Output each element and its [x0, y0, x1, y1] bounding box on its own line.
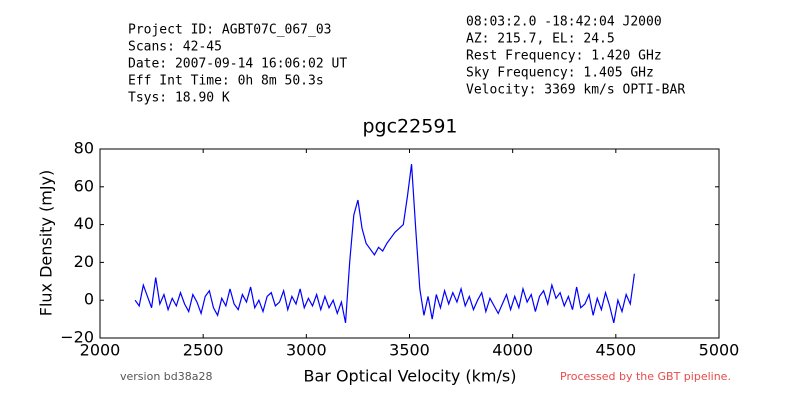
- info-line: Date: 2007-09-14 16:06:02 UT: [128, 57, 347, 72]
- info-line: AZ: 215.7, EL: 24.5: [466, 32, 615, 47]
- info-line: 08:03:2.0 -18:42:04 J2000: [466, 15, 662, 30]
- info-line: Sky Frequency: 1.405 GHz: [466, 66, 654, 81]
- plot-frame: [99, 148, 720, 339]
- x-tick-label: 2500: [183, 341, 224, 360]
- y-tick-label: 0: [84, 290, 94, 309]
- x-tick-label: 3000: [286, 341, 327, 360]
- credit: Processed by the GBT pipeline.: [560, 370, 731, 383]
- chart-title: pgc22591: [362, 116, 457, 138]
- y-tick-label: −20: [60, 328, 94, 347]
- x-tick-label: 3500: [389, 341, 430, 360]
- info-line: Eff Int Time: 0h 8m 50.3s: [128, 74, 324, 89]
- y-tick-label: 80: [74, 139, 94, 158]
- x-tick-label: 2000: [80, 341, 121, 360]
- x-tick-label: 5000: [699, 341, 740, 360]
- x-axis-label: Bar Optical Velocity (km/s): [304, 367, 517, 386]
- version: version bd38a28: [120, 370, 213, 383]
- y-axis-label: Flux Density (mJy): [37, 170, 56, 317]
- info-line: Rest Frequency: 1.420 GHz: [466, 49, 662, 64]
- x-tick-label: 4000: [492, 341, 533, 360]
- info-line: Tsys: 18.90 K: [128, 91, 230, 106]
- y-tick-label: 40: [74, 214, 94, 233]
- info-line: Velocity: 3369 km/s OPTI-BAR: [466, 83, 685, 98]
- info-line: Scans: 42-45: [128, 40, 222, 55]
- spectrum-line: [134, 164, 635, 324]
- x-tick-label: 4500: [595, 341, 636, 360]
- y-tick-label: 20: [74, 252, 94, 271]
- info-line: Project ID: AGBT07C_067_03: [128, 23, 332, 38]
- y-tick-label: 60: [74, 176, 94, 195]
